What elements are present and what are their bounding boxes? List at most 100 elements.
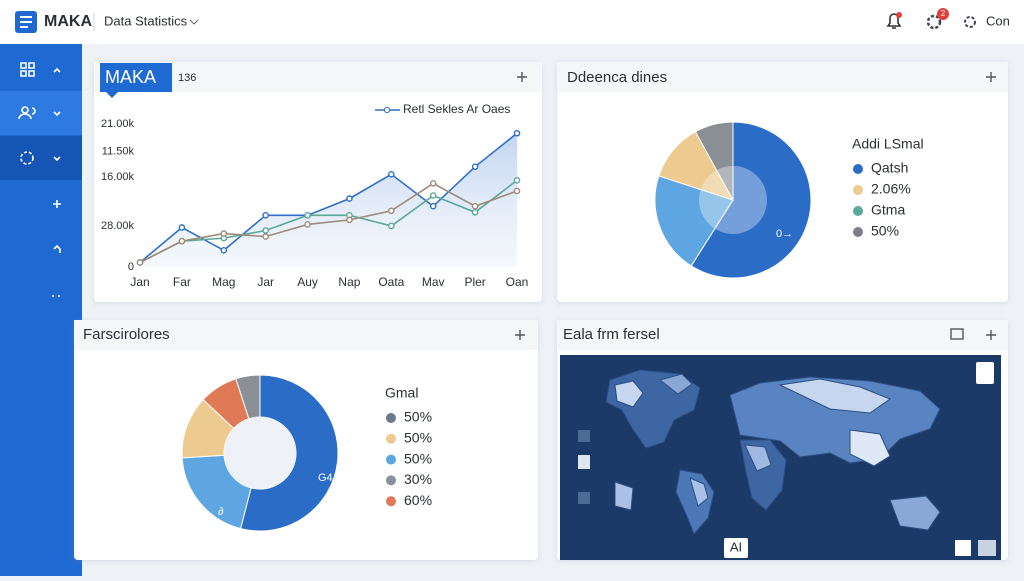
legend-label: 50% (404, 430, 432, 446)
point (513, 177, 521, 184)
panel-header (74, 320, 538, 350)
point (513, 187, 521, 195)
y-tick-label: 11.50k (102, 145, 135, 157)
map-tools[interactable] (578, 430, 590, 504)
point (262, 227, 269, 234)
section-title[interactable]: Data Statistics (104, 13, 188, 28)
panel-title: Eala frm fersel (563, 326, 660, 343)
legend-label: Retl Sekles Ar Oaes (403, 102, 510, 116)
legend-swatch (853, 185, 863, 195)
badge-count: 2 (941, 9, 946, 18)
x-tick-label: Jan (130, 275, 149, 289)
y-tick-label: 16.00k (101, 171, 135, 183)
annotation: 0→ (776, 228, 793, 240)
map-button[interactable] (976, 362, 994, 384)
y-tick-label: 28.00k (101, 220, 135, 232)
settings-icon[interactable] (964, 16, 976, 28)
legend-label: 30% (404, 471, 432, 487)
point (471, 208, 479, 216)
point (429, 192, 437, 199)
point (178, 237, 186, 245)
brand: MAKA (44, 13, 92, 30)
panel-header (557, 320, 1008, 350)
sidebar-item[interactable] (0, 91, 82, 135)
point (346, 216, 353, 224)
top-bar (0, 0, 1024, 44)
title-tag-tip (106, 92, 118, 98)
panel-actions[interactable] (515, 72, 996, 340)
donut-hole (224, 417, 296, 489)
line (139, 182, 518, 264)
point (262, 212, 269, 219)
legend-swatch (386, 454, 396, 465)
x-tick-label: Jar (257, 275, 274, 289)
slice (654, 175, 734, 267)
legend-label: 50% (871, 223, 899, 239)
point (429, 202, 437, 210)
panel-title: Ddeenca dines (567, 69, 667, 86)
map-badge (724, 538, 748, 558)
y-tick-label: 0 (128, 261, 134, 273)
legend-swatch (853, 227, 863, 237)
sidebar-icons (18, 62, 61, 297)
panel-title: Farscirolores (83, 326, 170, 343)
x-tick-label: Oata (378, 275, 404, 289)
point (136, 259, 144, 266)
point (388, 222, 395, 230)
annotation: G4 (318, 472, 333, 484)
legend-label: Qatsh (871, 160, 908, 176)
slice (694, 121, 734, 201)
x-tick-label: Mag (212, 275, 235, 289)
point (220, 230, 228, 237)
chevron[interactable] (189, 19, 199, 25)
badge (937, 8, 949, 20)
x-tick-label: Auy (297, 275, 318, 289)
continents (605, 369, 941, 535)
point (429, 180, 437, 187)
area (140, 133, 517, 267)
legend-label: Gtma (871, 202, 905, 218)
gear-icon[interactable] (926, 14, 942, 30)
title-tag (100, 63, 172, 92)
x-tick-label: Mav (422, 275, 445, 289)
point (304, 221, 311, 228)
legend-label: 50% (404, 409, 432, 425)
legend-label: 50% (404, 450, 432, 466)
legend-swatch (386, 413, 396, 423)
legend-title: Gmal (385, 385, 418, 401)
legend-dot (383, 106, 391, 114)
point (513, 129, 521, 137)
user-name[interactable]: Con (986, 13, 1010, 28)
panel-header (557, 62, 1008, 92)
legend-swatch (853, 206, 863, 216)
y-tick-label: 21.00k (101, 118, 135, 130)
legend-swatch (386, 496, 396, 507)
point (220, 246, 228, 254)
point (388, 207, 395, 215)
point (471, 163, 479, 170)
x-tick-label: Pler (464, 275, 485, 289)
slice (690, 121, 812, 279)
map-button[interactable] (955, 540, 971, 556)
legend-label: 60% (404, 492, 432, 508)
sidebar-item-active[interactable] (0, 136, 82, 180)
legend-title: Addi LSmal (852, 136, 924, 152)
legend-swatch (386, 433, 396, 444)
map-button[interactable] (978, 540, 996, 556)
x-tick-label: Far (173, 275, 191, 289)
bell-dot (896, 12, 902, 18)
line (139, 179, 518, 264)
legend-label: 2.06% (871, 181, 911, 197)
x-tick-label: Oan (506, 275, 529, 289)
point (346, 195, 353, 202)
x-tick-label: Nap (338, 275, 360, 289)
point (304, 212, 311, 219)
point (262, 233, 269, 240)
annotation: ∂ (218, 506, 224, 518)
point (178, 224, 186, 231)
panel-title: MAKA (105, 67, 156, 87)
bell-icon[interactable] (886, 13, 902, 29)
inner-glow (699, 166, 767, 234)
legend-swatch (853, 164, 863, 174)
